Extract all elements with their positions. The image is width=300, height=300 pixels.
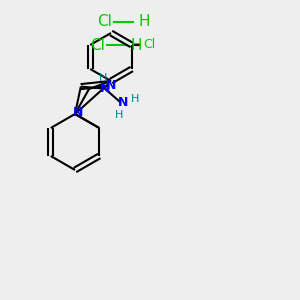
Text: N: N <box>100 82 110 95</box>
Text: H: H <box>138 14 149 29</box>
Text: Cl: Cl <box>90 38 105 52</box>
Text: H: H <box>130 94 139 103</box>
Text: H: H <box>99 73 107 82</box>
Text: N: N <box>118 96 128 109</box>
Text: Cl: Cl <box>97 14 112 29</box>
Text: N: N <box>106 79 116 92</box>
Text: H: H <box>131 38 142 52</box>
Text: Cl: Cl <box>144 38 156 52</box>
Text: H: H <box>115 110 123 120</box>
Text: N: N <box>73 106 83 119</box>
